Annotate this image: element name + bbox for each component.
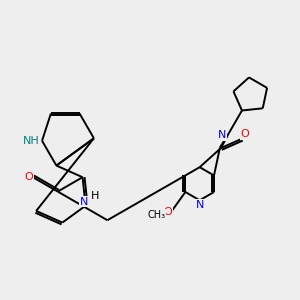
Text: NH: NH [22, 136, 39, 146]
Text: H: H [91, 191, 100, 201]
Text: N: N [196, 200, 204, 210]
Text: O: O [24, 172, 33, 182]
Text: N: N [80, 196, 88, 207]
Text: O: O [164, 207, 172, 217]
Text: O: O [240, 129, 249, 140]
Text: CH₃: CH₃ [148, 210, 166, 220]
Text: N: N [218, 130, 226, 140]
